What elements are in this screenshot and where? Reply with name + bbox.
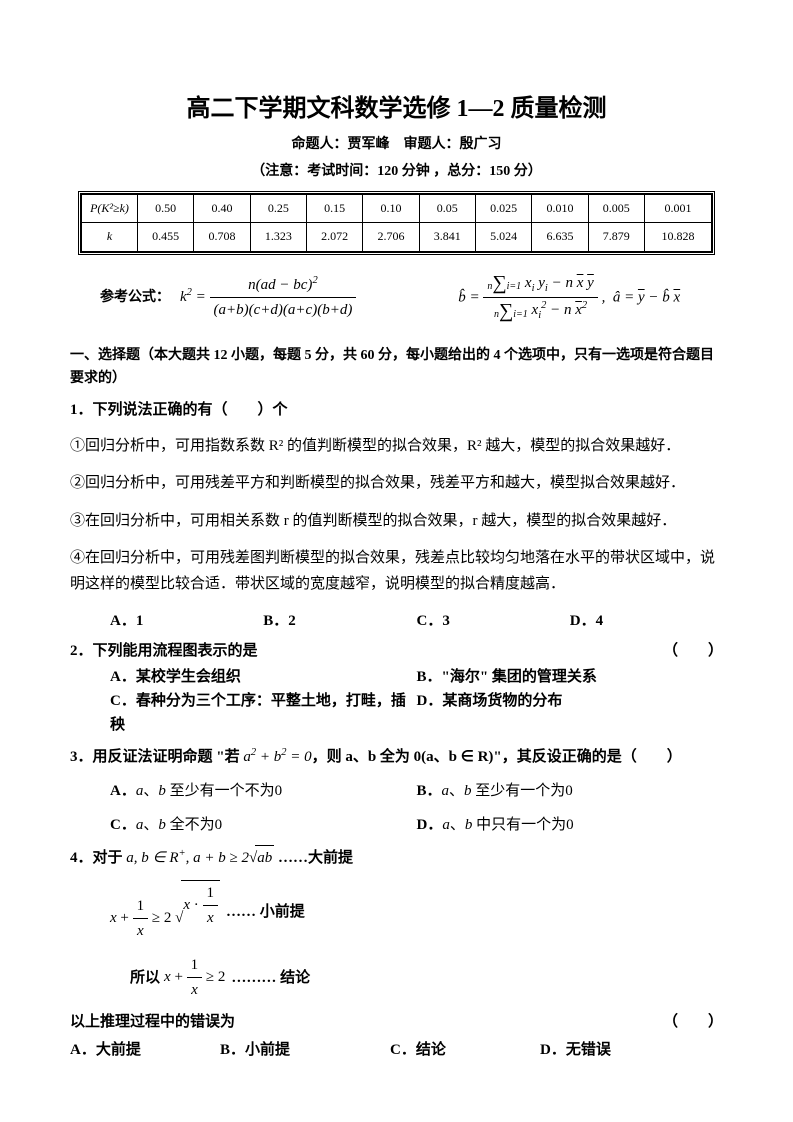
q1-statement-4: ④在回归分析中，可用残差图判断模型的拟合效果，残差点比较均匀地落在水平的带状区域… xyxy=(70,546,723,597)
cell: 0.05 xyxy=(419,195,475,223)
q4-conclusion: 所以 x + 1x ≥ 2 ……… 结论 xyxy=(130,953,723,1002)
q3-stem: 3．用反证法证明命题 "若 a2 + b2 = 0，则 a、b 全为 0(a、b… xyxy=(70,745,723,769)
q1-stem: 1．下列说法正确的有（ ）个 xyxy=(70,398,723,422)
q4-concl-pre: 所以 xyxy=(130,966,160,990)
authors-line: 命题人：贾军峰 审题人：殷广习 xyxy=(70,134,723,156)
cell: 0.10 xyxy=(363,195,419,223)
cell: 0.25 xyxy=(250,195,306,223)
q3-opt-b: B．a、b 至少有一个为0 xyxy=(417,779,724,803)
q2-opt-d: D．某商场货物的分布 xyxy=(417,689,724,737)
q3-opt-c: C．a、b 全不为0 xyxy=(110,813,417,837)
q1-opt-b: B．2 xyxy=(263,609,416,633)
q4-opt-b: B．小前提 xyxy=(220,1038,390,1062)
cell: 7.879 xyxy=(588,223,644,251)
q4-concl-post: ……… 结论 xyxy=(231,966,310,990)
q4-ask: 以上推理过程中的错误为 （ ） xyxy=(70,1010,723,1034)
q2-paren: （ ） xyxy=(663,639,723,663)
cell: 0.001 xyxy=(644,195,711,223)
q4-major-label: ……大前提 xyxy=(274,850,353,866)
q4-opt-d: D．无错误 xyxy=(540,1038,680,1062)
exam-note: （注意：考试时间：120 分钟 ，总分：150 分） xyxy=(70,161,723,183)
q1-options: A．1 B．2 C．3 D．4 xyxy=(110,609,723,633)
q1-statement-2: ②回归分析中，可用残差平方和判断模型的拟合效果，残差平方和越大，模型拟合效果越好… xyxy=(70,471,723,497)
table-row: k 0.455 0.708 1.323 2.072 2.706 3.841 5.… xyxy=(82,223,712,251)
cell: 3.841 xyxy=(419,223,475,251)
q3-options-row2: C．a、b 全不为0 D．a、b 中只有一个为0 xyxy=(110,813,723,837)
cell: 2.706 xyxy=(363,223,419,251)
cell: 1.323 xyxy=(250,223,306,251)
q1-opt-c: C．3 xyxy=(417,609,570,633)
table-row: P(K²≥k) 0.50 0.40 0.25 0.15 0.10 0.05 0.… xyxy=(82,195,712,223)
formula-row: 参考公式： k2 = n(ad − bc)2 (a+b)(c+d)(a+c)(b… xyxy=(100,271,693,326)
q4-stem-pre: 4．对于 xyxy=(70,850,126,866)
q3-stem-pre: 3．用反证法证明命题 "若 xyxy=(70,749,243,765)
cell: 5.024 xyxy=(475,223,531,251)
q4-minor-label: …… 小前提 xyxy=(226,900,305,924)
cell: 0.40 xyxy=(194,195,250,223)
q3-stem-mid: ，则 a、b 全为 0(a、b ∈ R)"，其反设正确的是（ ） xyxy=(312,749,682,765)
q4-stem: 4．对于 a, b ∈ R+, a + b ≥ 2√ab ……大前提 xyxy=(70,845,723,870)
q3-opt-d: D．a、b 中只有一个为0 xyxy=(417,813,724,837)
q3-opt-a: A．a、b a、b 至少有一个不为0至少有一个不为0 xyxy=(110,779,417,803)
q2-opt-b: B．"海尔" 集团的管理关系 xyxy=(417,665,724,689)
row1-head: P(K²≥k) xyxy=(82,195,138,223)
q4-paren: （ ） xyxy=(663,1010,723,1034)
cell: 2.072 xyxy=(306,223,362,251)
cell: 0.455 xyxy=(138,223,194,251)
q1-statement-1: ①回归分析中，可用指数系数 R² 的值判断模型的拟合效果，R² 越大，模型的拟合… xyxy=(70,434,723,460)
section-1-heading: 一、选择题（本大题共 12 小题，每题 5 分，共 60 分，每小题给出的 4 … xyxy=(70,345,723,390)
page-title: 高二下学期文科数学选修 1—2 质量检测 xyxy=(70,90,723,128)
cell: 0.15 xyxy=(306,195,362,223)
cell: 0.010 xyxy=(532,195,588,223)
p-value-table: P(K²≥k) 0.50 0.40 0.25 0.15 0.10 0.05 0.… xyxy=(78,191,715,254)
q4-opt-c: C．结论 xyxy=(390,1038,540,1062)
k2-formula: k2 = n(ad − bc)2 (a+b)(c+d)(a+c)(b+d) xyxy=(180,273,438,322)
cell: 0.50 xyxy=(138,195,194,223)
q1-opt-a: A．1 xyxy=(110,609,263,633)
cell: 0.005 xyxy=(588,195,644,223)
q1-statement-3: ③在回归分析中，可用相关系数 r 的值判断模型的拟合效果，r 越大，模型的拟合效… xyxy=(70,509,723,535)
cell: 6.635 xyxy=(532,223,588,251)
cell: 10.828 xyxy=(644,223,711,251)
q2-opt-a: A．某校学生会组织 xyxy=(110,665,417,689)
q4-opt-a: A．大前提 xyxy=(70,1038,220,1062)
b-hat-formula: b̂ = n∑i=1 xi yi − n x y n∑i=1 xi2 − n x… xyxy=(458,271,693,326)
q3-options-row1: A．a、b a、b 至少有一个不为0至少有一个不为0 B．a、b 至少有一个为0 xyxy=(110,779,723,803)
cell: 0.025 xyxy=(475,195,531,223)
q2: 2．下列能用流程图表示的是 （ ） A．某校学生会组织 B．"海尔" 集团的管理… xyxy=(70,639,723,737)
q2-stem: 2．下列能用流程图表示的是 xyxy=(70,639,258,663)
q2-opt-c: C．春种分为三个工序：平整土地，打畦，插秧 xyxy=(110,689,417,737)
q1-opt-d: D．4 xyxy=(570,609,723,633)
q4-options: A．大前提 B．小前提 C．结论 D．无错误 xyxy=(70,1038,723,1062)
q4-minor-premise: x + 1x ≥ 2 √x · 1x …… 小前提 xyxy=(110,880,723,943)
formula-label: 参考公式： xyxy=(100,287,170,309)
row2-head: k xyxy=(82,223,138,251)
cell: 0.708 xyxy=(194,223,250,251)
